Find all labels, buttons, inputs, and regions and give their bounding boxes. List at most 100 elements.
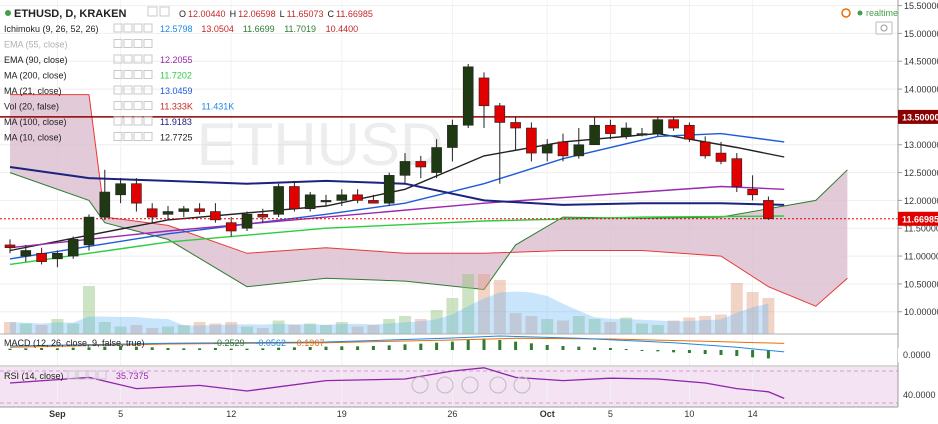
volume-bar [209, 323, 222, 334]
indicator-legend-row[interactable]: EMA (90, close) 12.2055 [4, 54, 193, 65]
hide-button-icon[interactable] [147, 6, 158, 17]
indicator-legend-row[interactable]: MA (21, close) 13.0459 [4, 85, 193, 96]
macd-value: -0.2529 [214, 338, 245, 348]
time-tick-label: Oct [540, 409, 555, 419]
indicator-control-icon [97, 370, 107, 380]
volume-bar [399, 316, 411, 334]
rsi-background [0, 367, 898, 407]
screenshot-button[interactable] [875, 21, 893, 35]
indicator-control-icon [133, 132, 143, 141]
indicator-legend-row[interactable]: Vol (20, false) 11.333K 11.431K [4, 101, 234, 112]
indicator-legend-row[interactable]: Ichimoku (9, 26, 52, 26) 12.5798 13.0504 11… [4, 23, 358, 34]
candle-body [131, 183, 142, 204]
macd-histogram-bar [387, 345, 391, 350]
zoom-out-icon[interactable] [411, 376, 429, 394]
scroll-right-icon[interactable] [513, 376, 531, 394]
pane-navigation-controls[interactable] [411, 376, 531, 394]
volume-bar [478, 274, 490, 334]
camera-icon[interactable] [875, 21, 893, 35]
volume-bar [414, 319, 427, 334]
time-axis[interactable] [0, 407, 938, 419]
indicator-label: Ichimoku (9, 26, 52, 26) [4, 24, 99, 34]
indicator-control-icon [143, 23, 153, 33]
candle-body [526, 127, 537, 154]
scroll-left-icon[interactable] [489, 376, 507, 394]
indicator-legend-row[interactable]: EMA (55, close) [4, 39, 153, 50]
indicator-control-icon [113, 70, 123, 79]
settings-button-icon[interactable] [159, 6, 170, 17]
price-tick-label: 11.50000 [904, 224, 938, 234]
candle-body [383, 175, 395, 204]
indicator-legend-row[interactable]: MA (100, close) 11.9183 [4, 116, 192, 127]
status-dot-icon [5, 10, 11, 16]
indicator-label: EMA (55, close) [4, 40, 68, 50]
volume-bar [493, 280, 506, 334]
reset-icon[interactable] [436, 376, 454, 394]
resistance-price-label: 13.50000 [902, 112, 938, 122]
header-control-buttons[interactable] [147, 6, 170, 17]
macd-histogram-bar [561, 346, 565, 350]
volume-bar [320, 325, 332, 334]
time-axis-labels: Sep 5 12 19 26 Oct 5 10 14 [49, 409, 757, 419]
volume-bars [4, 274, 775, 334]
time-tick-label: 19 [337, 409, 347, 419]
ichimoku-cloud-fill [10, 94, 848, 307]
zoom-in-icon[interactable] [461, 376, 479, 394]
volume-bar [588, 319, 601, 334]
indicator-value: 12.2055 [160, 55, 193, 65]
volume-bar [683, 317, 696, 334]
rsi-pane [0, 367, 898, 404]
volume-bar [83, 286, 95, 334]
macd-histogram-bar [292, 347, 296, 350]
rsi-legend-row[interactable]: RSI (14, close) 35.7375 [4, 370, 149, 381]
realtime-label: realtime [866, 8, 898, 18]
macd-histogram-bar [371, 346, 375, 350]
candle-body [747, 188, 758, 196]
candle-body [320, 200, 332, 203]
macd-histogram-bar [229, 348, 233, 350]
indicator-value: 13.0459 [160, 86, 193, 96]
realtime-indicator[interactable]: realtime [841, 8, 898, 18]
macd-pane [8, 335, 785, 359]
macd-histogram-bar [719, 350, 723, 355]
price-tick-label: 14.50000 [904, 57, 938, 67]
candle-body [241, 214, 253, 229]
price-axis[interactable] [898, 0, 938, 407]
indicator-legend-row[interactable]: MA (10, close) 12.7725 [4, 132, 193, 143]
volume-bar [177, 325, 190, 334]
volume-bar [193, 322, 206, 334]
macd-histogram-bar [640, 350, 644, 351]
time-tick-label: 26 [447, 409, 457, 419]
price-tick-label: 11.00000 [904, 252, 938, 262]
indicator-control-icon [123, 39, 133, 48]
macd-histogram-bar [24, 348, 28, 350]
ohlc-value: 11.66985 [336, 9, 373, 19]
candle-body [684, 124, 695, 140]
macd-histogram-bar [71, 347, 75, 350]
volume-bar [746, 292, 759, 334]
volume-bar [51, 319, 64, 334]
time-tick-label: 5 [118, 409, 123, 419]
macd-histogram-bar [545, 345, 549, 350]
indicator-control-icon [113, 132, 123, 141]
indicator-value: 11.431K [201, 102, 234, 112]
indicator-legend-row[interactable]: MA (200, close) 11.7202 [4, 70, 192, 81]
resistance-price-marker [898, 109, 938, 124]
volume-bar [288, 325, 301, 334]
indicator-control-icon [143, 39, 153, 48]
macd-histogram-bar [577, 346, 581, 350]
macd-value: 0.1967 [297, 338, 325, 348]
candle-body [399, 161, 411, 176]
indicator-control-icon [67, 370, 77, 380]
volume-bar [256, 328, 269, 334]
time-tick-label: Sep [49, 409, 66, 419]
macd-legend-row[interactable]: MACD (12, 26, close, 9, false, true) -0.2… [4, 338, 324, 348]
macd-histogram-bar [55, 348, 59, 350]
macd-histogram-bar [450, 341, 454, 350]
volume-bar [272, 320, 285, 334]
volume-bar [130, 325, 143, 334]
time-tick-label: 12 [226, 409, 236, 419]
candle-body [620, 127, 632, 137]
rsi-value: 35.7375 [116, 371, 149, 381]
